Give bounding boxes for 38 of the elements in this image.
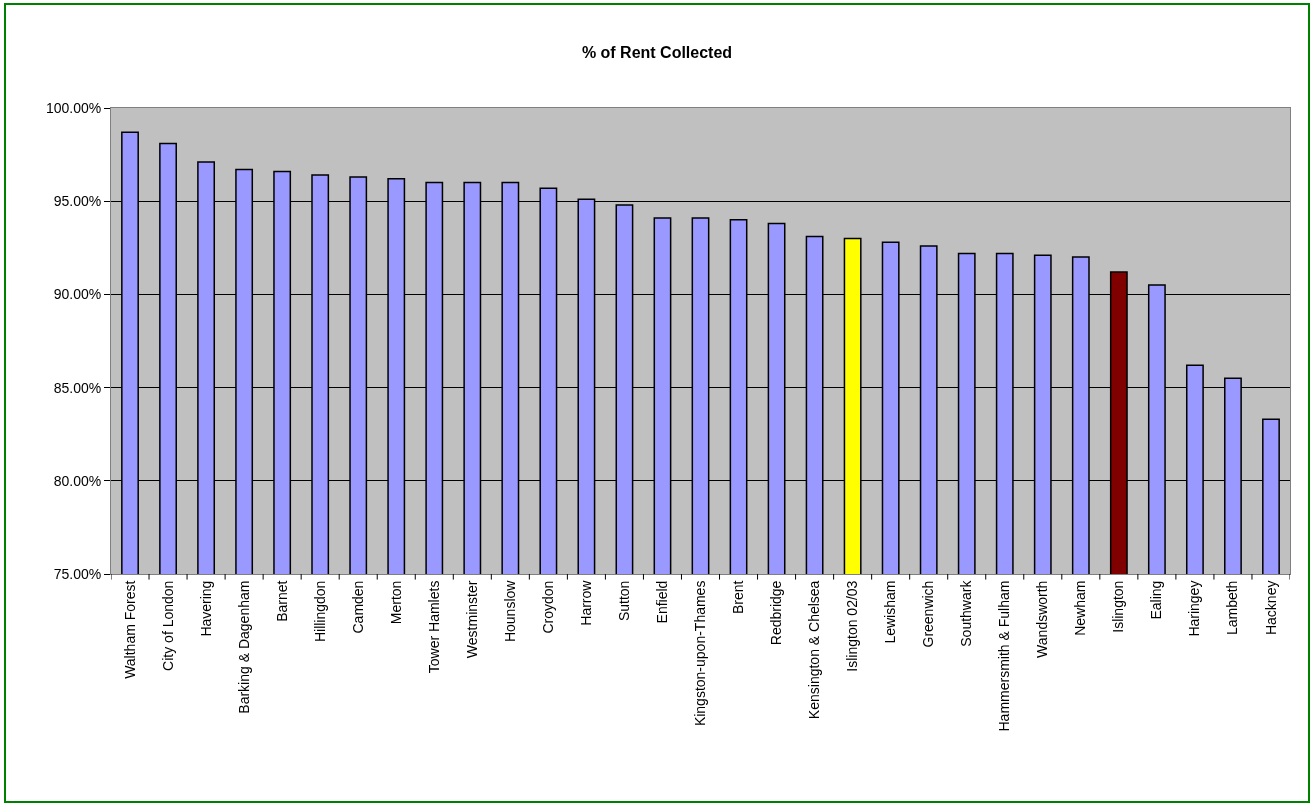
x-tick-label: Haringey bbox=[1186, 580, 1203, 637]
x-tick-label: Westminster bbox=[463, 580, 480, 659]
x-tick-label: Barking & Dagenham bbox=[235, 580, 252, 714]
x-tick-label: Kingston-upon-Thames bbox=[692, 580, 709, 727]
x-tick-label: Newham bbox=[1072, 580, 1089, 636]
x-tick-label: City of London bbox=[159, 580, 176, 671]
x-tick-label: Camden bbox=[349, 580, 366, 634]
x-tick-label: Barnet bbox=[273, 580, 290, 622]
y-tick-label: 95.00% bbox=[53, 193, 102, 210]
x-tick-label: Wandsworth bbox=[1034, 580, 1051, 658]
x-tick-label: Sutton bbox=[615, 580, 632, 622]
x-tick-label: Enfield bbox=[654, 580, 671, 624]
x-tick-label: Havering bbox=[197, 580, 214, 637]
chart-title: % of Rent Collected bbox=[581, 43, 733, 61]
x-tick-label: Hounslow bbox=[501, 579, 518, 643]
x-tick-label: Croydon bbox=[539, 580, 556, 634]
x-tick-label: Greenwich bbox=[920, 580, 937, 648]
x-tick-label: Brent bbox=[730, 580, 747, 615]
y-tick-label: 85.00% bbox=[53, 379, 102, 396]
x-tick-label: Southwark bbox=[958, 579, 975, 647]
x-tick-label: Hackney bbox=[1262, 580, 1279, 636]
x-tick-label: Harrow bbox=[577, 579, 594, 626]
x-tick-label: Tower Hamlets bbox=[425, 580, 442, 674]
x-tick-label: Waltham Forest bbox=[121, 580, 138, 679]
x-tick-label: Islington 02/03 bbox=[844, 580, 861, 672]
y-tick-label: 100.00% bbox=[45, 99, 102, 116]
x-tick-label: Hammersmith & Fulham bbox=[996, 580, 1013, 732]
x-tick-label: Lambeth bbox=[1224, 580, 1241, 636]
x-tick-label: Islington bbox=[1110, 580, 1127, 633]
x-tick-label: Hillingdon bbox=[311, 580, 328, 643]
x-tick-label: Merton bbox=[387, 580, 404, 625]
x-tick-label: Kensington & Chelsea bbox=[806, 580, 823, 720]
y-tick-label: 80.00% bbox=[53, 472, 102, 489]
x-tick-label: Redbridge bbox=[768, 580, 785, 646]
y-tick-label: 75.00% bbox=[53, 565, 102, 582]
x-tick-label: Lewisham bbox=[882, 580, 899, 644]
x-tick-label: Ealing bbox=[1148, 580, 1165, 620]
y-tick-label: 90.00% bbox=[53, 286, 102, 303]
